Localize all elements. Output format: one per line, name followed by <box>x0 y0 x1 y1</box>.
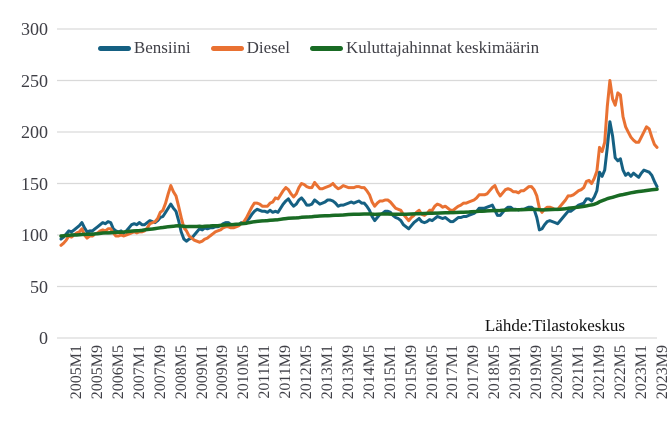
x-axis-tick-label-2012M5: 2012M5 <box>298 345 315 400</box>
x-axis-tick-label-2018M5: 2018M5 <box>486 345 504 400</box>
x-axis-tick-label-2019M1: 2019M1 <box>507 345 525 400</box>
x-axis-tick-label-2021M1: 2021M1 <box>569 345 587 400</box>
x-axis-tick-label-2016M5: 2016M5 <box>423 345 441 400</box>
legend-label-bensiini: Bensiini <box>133 38 191 57</box>
y-axis-tick-label-250: 250 <box>21 70 48 91</box>
y-axis-tick-label-100: 100 <box>21 225 48 245</box>
bensiini-line-swatch-icon <box>97 45 131 51</box>
y-axis-tick-label-200: 200 <box>21 122 48 142</box>
x-axis-tick-label-2013M1: 2013M1 <box>318 345 336 400</box>
x-axis-tick-label-2005M1: 2005M1 <box>68 345 85 400</box>
x-axis-tick-label-2019M9: 2019M9 <box>528 345 546 400</box>
chart-legend: Bensiini Diesel Kuluttajahinnat keskimää… <box>0 38 671 58</box>
x-axis-tick-label-2006M5: 2006M5 <box>109 345 127 400</box>
legend-item-diesel: Diesel <box>210 38 290 58</box>
x-axis-tick-label-2009M1: 2009M1 <box>193 345 211 400</box>
series-line-kuluttajahinnat-keskim-rin <box>59 187 659 238</box>
x-axis-tick-label-2009M9: 2009M9 <box>214 345 232 400</box>
x-axis-tick-label-2011M1: 2011M1 <box>256 345 274 399</box>
x-axis-tick-label-2017M1: 2017M1 <box>444 345 462 400</box>
x-axis-tick-label-2008M5: 2008M5 <box>172 345 190 400</box>
legend-item-kuluttajahinnat: Kuluttajahinnat keskimäärin <box>310 38 539 58</box>
legend-label-diesel: Diesel <box>246 38 290 57</box>
x-axis-tick-label-2021M9: 2021M9 <box>590 345 608 400</box>
y-axis-tick-label-150: 150 <box>21 173 48 194</box>
x-axis-tick-label-2007M1: 2007M1 <box>130 345 148 400</box>
legend-label-kuluttajahinnat: Kuluttajahinnat keskimäärin <box>346 38 540 57</box>
y-axis-tick-label-50: 50 <box>30 276 48 297</box>
x-axis-tick-label-2015M9: 2015M9 <box>402 345 420 400</box>
y-axis-tick-label-0: 0 <box>39 328 48 348</box>
x-axis-tick-label-2013M9: 2013M9 <box>339 345 357 400</box>
x-axis-tick-label-2023M1: 2023M1 <box>632 345 650 400</box>
x-axis-tick-label-2005M9: 2005M9 <box>88 345 106 400</box>
diesel-line-swatch-icon <box>210 45 244 51</box>
y-axis-tick-label-300: 300 <box>21 19 48 39</box>
x-axis-tick-label-2007M9: 2007M9 <box>151 345 169 400</box>
x-axis-tick-label-2011M9: 2011M9 <box>277 345 295 399</box>
x-axis-tick-label-2014M5: 2014M5 <box>360 345 378 400</box>
series-line-bensiini <box>59 120 659 243</box>
source-label: Lähde:Tilastokeskus <box>484 316 625 335</box>
x-axis-tick-label-2022M5: 2022M5 <box>611 345 629 400</box>
x-axis-tick-label-2017M9: 2017M9 <box>465 345 483 400</box>
x-axis-tick-label-2020M5: 2020M5 <box>549 345 566 400</box>
x-axis-tick-label-2010M5: 2010M5 <box>235 345 253 400</box>
x-axis-tick-label-2023M9: 2023M9 <box>653 345 671 400</box>
x-axis-tick-label-2015M1: 2015M1 <box>381 345 399 400</box>
kuluttajahinnat-line-swatch-icon <box>310 45 343 51</box>
legend-item-bensiini: Bensiini <box>97 38 191 58</box>
